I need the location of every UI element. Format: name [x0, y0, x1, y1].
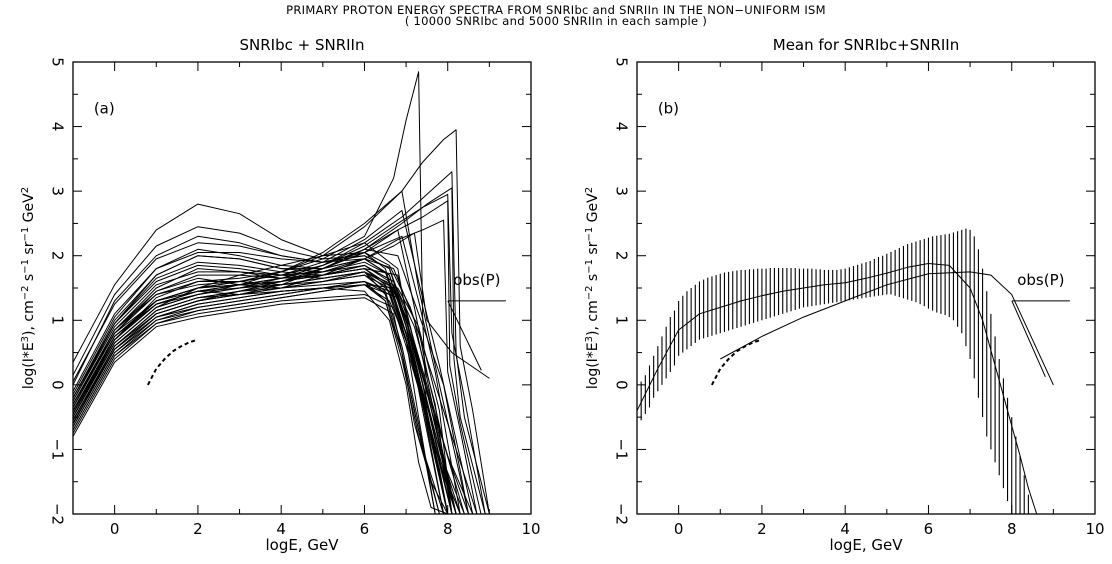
- x-tick-label: 0: [110, 520, 120, 538]
- series-line: [73, 187, 486, 514]
- y-axis-label-part: ), cm: [585, 300, 601, 336]
- series-line: [73, 232, 490, 399]
- series-line: [73, 226, 469, 514]
- y-axis-label-superscript: 3: [584, 336, 595, 342]
- y-tick-label: 3: [49, 186, 67, 196]
- obs-annotation-pointer: [447, 300, 482, 371]
- y-tick-label: 1: [613, 316, 631, 326]
- y-tick-label: 5: [613, 57, 631, 67]
- obs-curve: [720, 271, 1054, 386]
- obs-annotation: obs(P): [1017, 271, 1064, 289]
- y-axis-label-part: log(I*E: [585, 342, 601, 389]
- y-axis-label-part: sr: [585, 241, 601, 259]
- figure-title: PRIMARY PROTON ENERGY SPECTRA FROM SNRIb…: [286, 3, 826, 17]
- y-axis-label-superscript: −1: [584, 259, 595, 274]
- y-axis-label-superscript: 2: [584, 187, 595, 193]
- dashed-curve: [147, 338, 199, 386]
- y-axis-label-part: log(I*E: [21, 342, 37, 389]
- series-line: [637, 263, 1038, 514]
- series-line: [73, 274, 436, 514]
- y-axis-label-part: s: [585, 274, 601, 286]
- y-axis-label-part: GeV: [585, 193, 601, 227]
- y-tick-label: 3: [613, 186, 631, 196]
- y-axis-label-superscript: 3: [20, 336, 31, 342]
- y-tick-label: 4: [613, 122, 631, 132]
- x-tick-label: 8: [443, 520, 453, 538]
- y-axis-label-part: sr: [21, 241, 37, 259]
- y-tick-label: 5: [49, 57, 67, 67]
- y-tick-label: −1: [49, 438, 67, 460]
- x-tick-label: 10: [521, 520, 540, 538]
- y-axis-label-part: GeV: [21, 193, 37, 227]
- panel-title: Mean for SNRIbc+SNRIIn: [773, 36, 959, 54]
- panel-label: (a): [94, 100, 115, 118]
- series-line: [73, 297, 445, 514]
- panel-a: 0 2 4 6 8 10 −2 −1 0 1 2 3 4 5 SNRIbc + SNRIIn (a) logE,…: [20, 36, 541, 554]
- panel-b: 0 2 4 6 8 10 −2 −1 0 1 2 3 4 5 Mean for SNRIbc+SNRIIn (…: [584, 36, 1105, 554]
- obs-annotation: obs(P): [453, 271, 500, 289]
- y-axis-label: log(I*E3), cm−2 s−1 sr−1 GeV2: [20, 187, 38, 389]
- y-tick-label: 0: [49, 380, 67, 390]
- series-line: [73, 203, 478, 514]
- y-axis-label-superscript: −1: [584, 227, 595, 242]
- y-axis-label-superscript: −1: [20, 259, 31, 274]
- series-line: [73, 284, 457, 514]
- x-tick-label: 2: [757, 520, 767, 538]
- y-axis-label: log(I*E3), cm−2 s−1 sr−1 GeV2: [584, 187, 602, 389]
- y-tick-label: 2: [613, 251, 631, 261]
- series-line: [73, 281, 449, 514]
- y-tick-label: 0: [613, 380, 631, 390]
- y-axis-label-superscript: −2: [20, 286, 31, 301]
- y-tick-label: −2: [613, 503, 631, 525]
- y-tick-label: 4: [49, 122, 67, 132]
- series-line: [73, 235, 461, 514]
- y-tick-label: −2: [49, 503, 67, 525]
- panel-title: SNRIbc + SNRIIn: [240, 36, 365, 54]
- y-axis-label-superscript: −1: [20, 227, 31, 242]
- y-axis-label-superscript: 2: [20, 187, 31, 193]
- dashed-curve: [711, 338, 763, 386]
- y-axis-label-part: s: [21, 274, 37, 286]
- y-tick-label: 2: [48, 251, 66, 261]
- x-axis-label: logE, GeV: [830, 536, 904, 554]
- x-tick-label: 10: [1085, 520, 1104, 538]
- series-line: [73, 252, 474, 514]
- x-tick-label: 6: [360, 520, 370, 538]
- series-line: [73, 193, 486, 514]
- plot-area: [637, 228, 1054, 514]
- figure-subtitle: ( 10000 SNRIbc and 5000 SNRIIn in each s…: [404, 14, 708, 28]
- x-tick-label: 6: [924, 520, 934, 538]
- x-tick-label: 4: [840, 520, 850, 538]
- x-tick-label: 0: [674, 520, 684, 538]
- y-axis-label-part: ), cm: [21, 300, 37, 336]
- y-tick-label: −1: [613, 438, 631, 460]
- x-axis-label: logE, GeV: [266, 536, 340, 554]
- panel-label: (b): [658, 100, 679, 118]
- y-axis-label-superscript: −2: [584, 286, 595, 301]
- plot-area: [73, 71, 490, 514]
- x-tick-label: 4: [276, 520, 286, 538]
- series-line: [73, 71, 449, 514]
- x-tick-label: 8: [1007, 520, 1017, 538]
- obs-annotation-pointer: [1011, 300, 1046, 378]
- y-tick-label: 1: [49, 316, 67, 326]
- x-tick-label: 2: [193, 520, 203, 538]
